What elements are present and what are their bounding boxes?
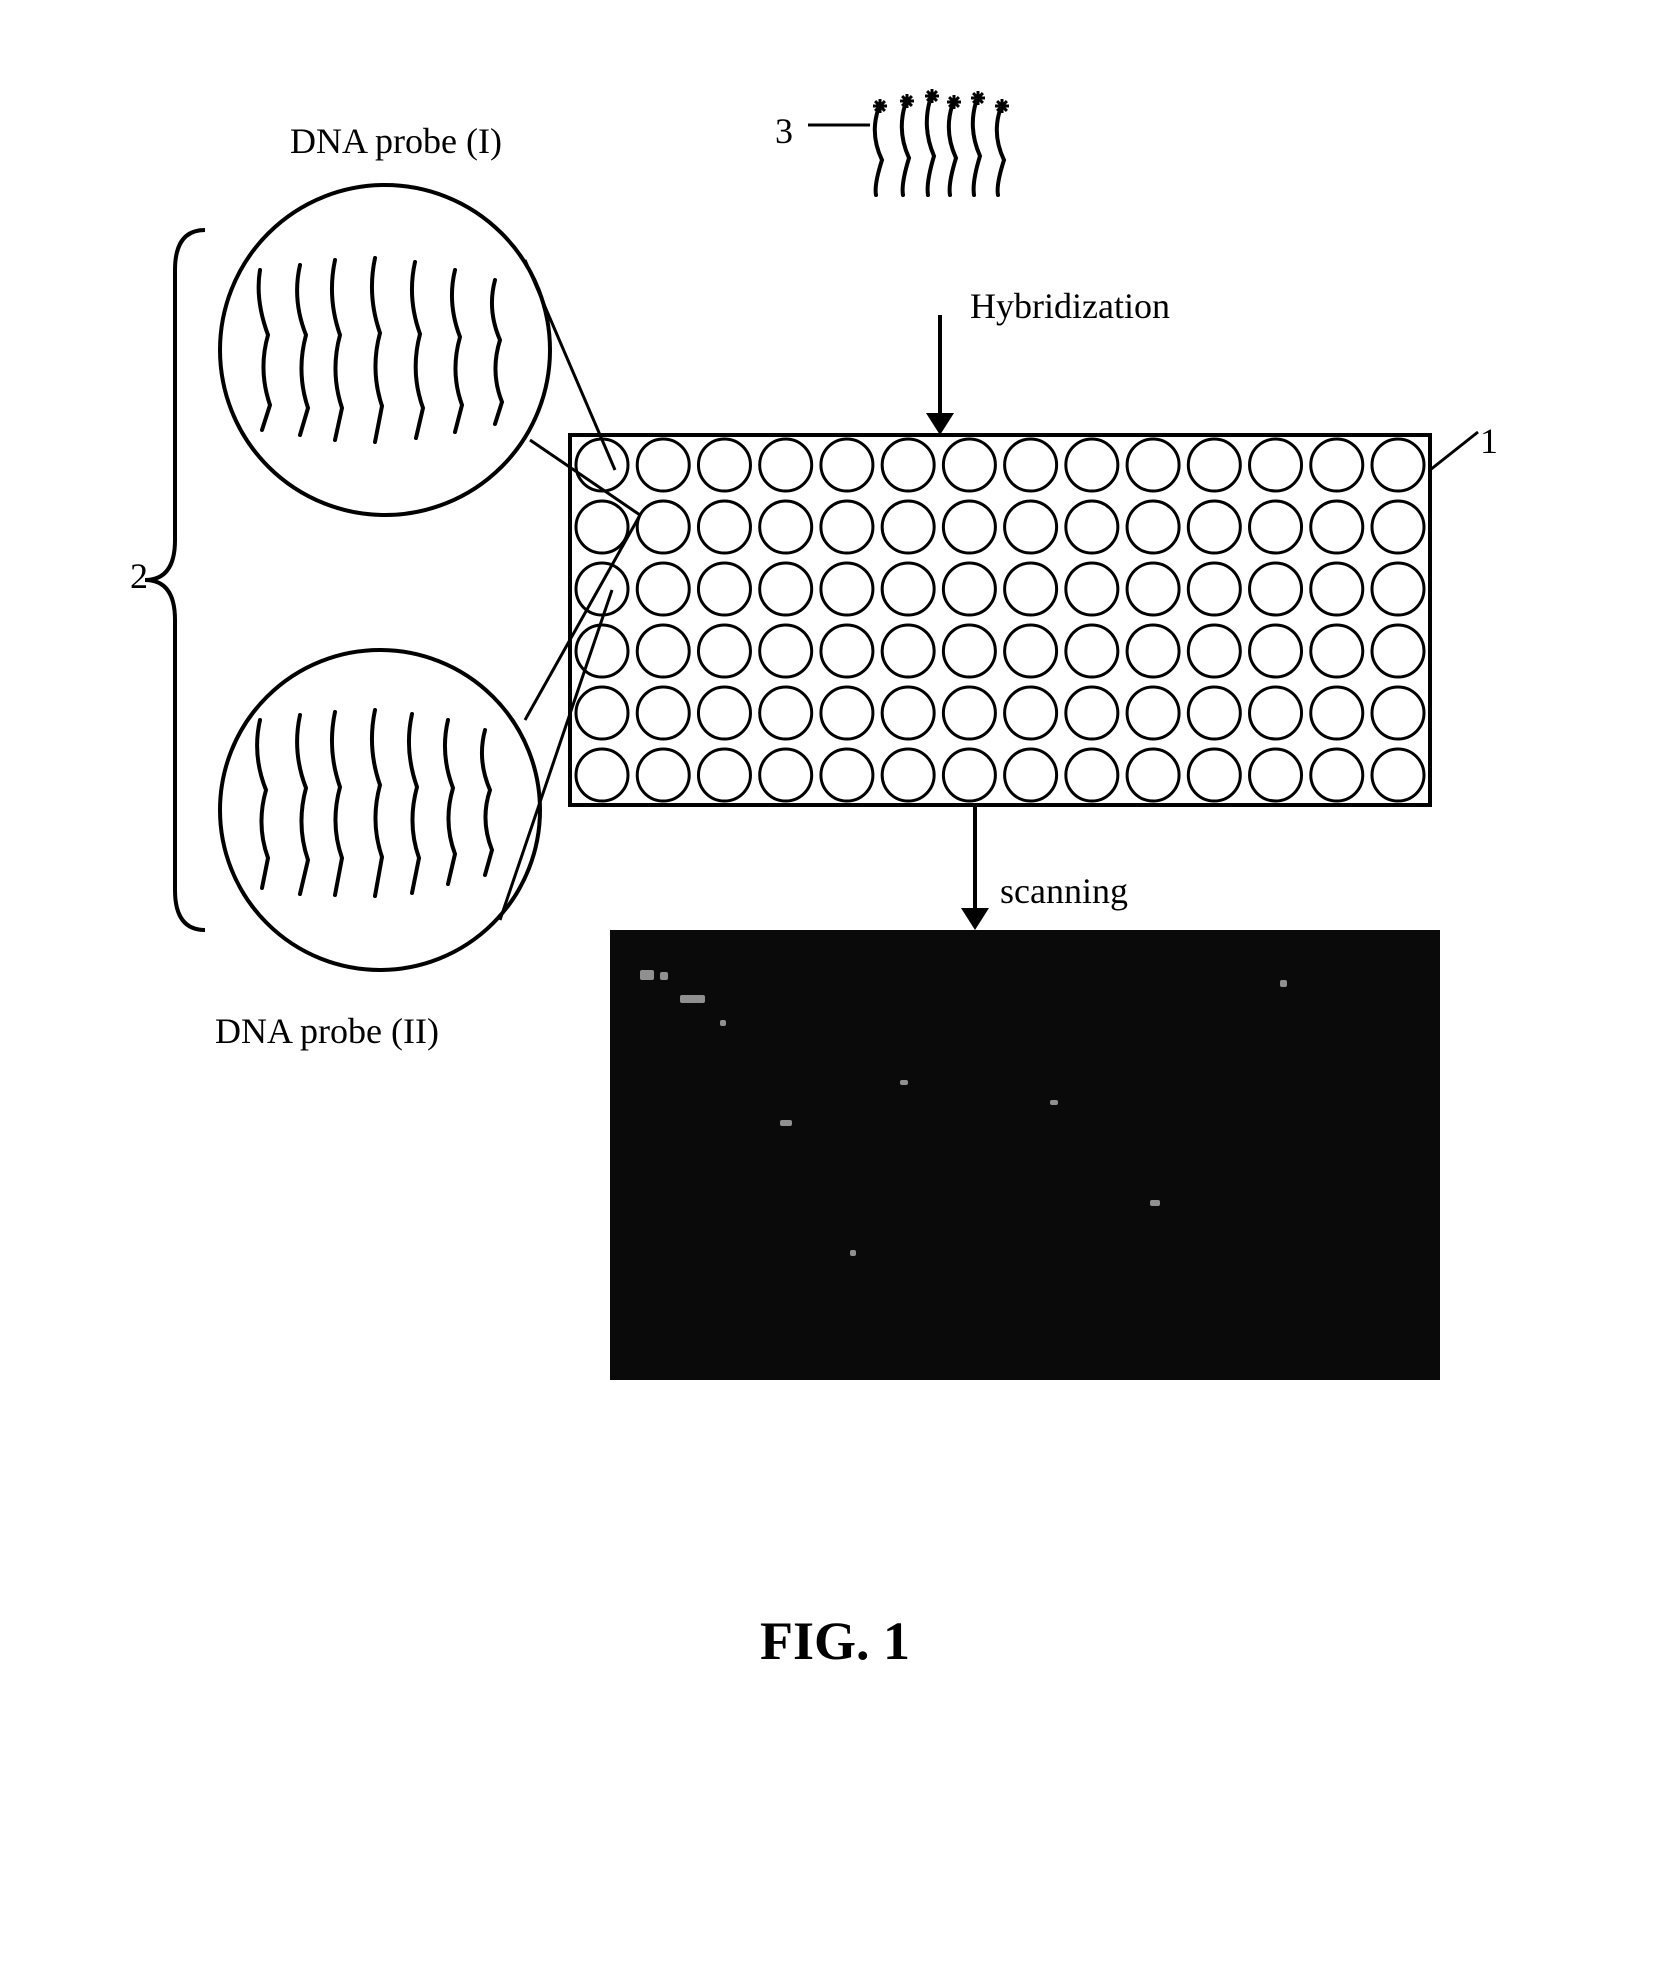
dna-probe-2-circle [220,650,540,970]
process-arrows [926,315,989,930]
label-scanning: scanning [1000,870,1128,912]
leader-lines [500,125,1478,920]
dna-probe-1-circle [220,185,550,515]
scan-result-panel [610,930,1440,1380]
brace-group [145,230,205,930]
label-array-id: 1 [1480,420,1498,462]
label-dna-probe-1: DNA probe (I) [290,120,502,162]
figure-label: FIG. 1 [760,1610,910,1672]
label-brace-id: 2 [130,555,148,597]
microarray-plate [570,435,1430,805]
label-hybridization: Hybridization [970,285,1170,327]
label-target-id: 3 [775,110,793,152]
target-dna-cluster [873,89,1009,195]
label-dna-probe-2: DNA probe (II) [215,1010,439,1052]
